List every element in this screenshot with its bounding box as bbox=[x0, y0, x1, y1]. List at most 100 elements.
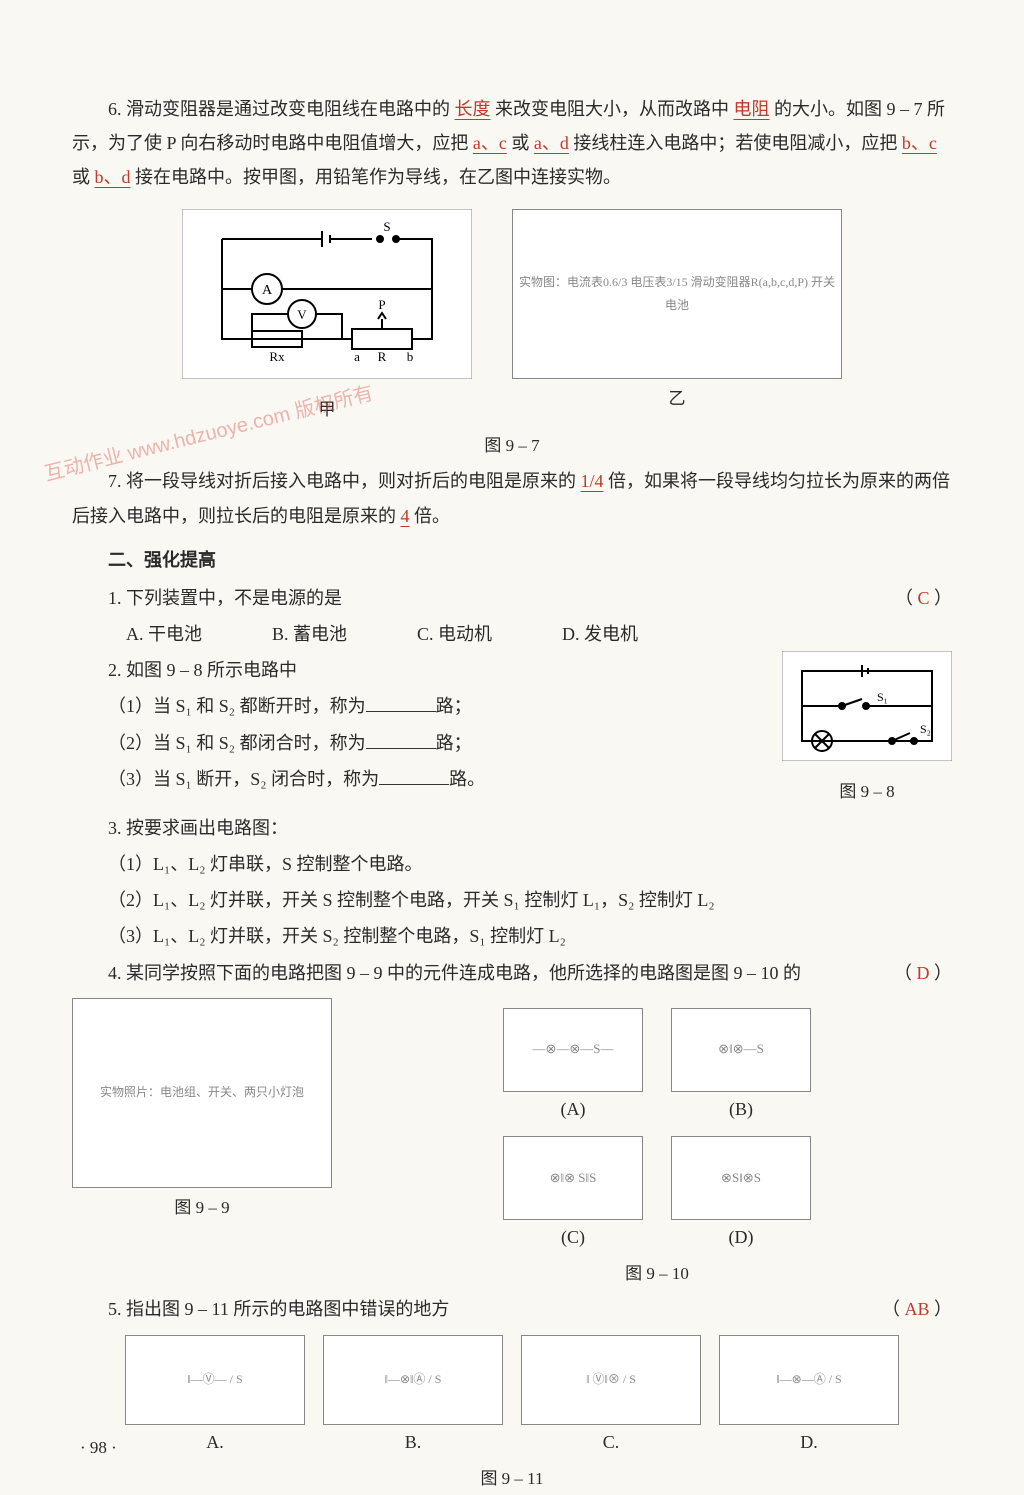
en-q5-answer: AB bbox=[904, 1299, 929, 1319]
svg-text:Rx: Rx bbox=[269, 349, 285, 364]
q6-fig-left: A V Rx a R b P S bbox=[182, 209, 472, 379]
svg-text:S₁: S₁ bbox=[877, 690, 888, 704]
en-q5-b-box: ‖—⊗‖Ⓐ / S bbox=[323, 1335, 503, 1425]
q6-fig-left-caption: 甲 bbox=[182, 394, 472, 426]
en-q3-stem: 3. 按要求画出电路图： bbox=[72, 811, 952, 845]
q6-mid4: 接在电路中。按甲图，用铅笔作为导线，在乙图中连接实物。 bbox=[135, 167, 621, 187]
en-q5-a-label: A. bbox=[125, 1425, 305, 1459]
en-q2-fig: S₁ S₂ bbox=[782, 651, 952, 761]
en-q4-opt-d-box: ⊗S‖⊗S bbox=[671, 1136, 811, 1220]
en-q5-c-box: ‖ Ⓥ‖⊗ / S bbox=[521, 1335, 701, 1425]
en-q5-c-label: C. bbox=[521, 1425, 701, 1459]
q6-ans5: b、c bbox=[902, 133, 937, 153]
q6-or2: 或 bbox=[72, 167, 90, 187]
en-q1-answer: C bbox=[917, 588, 929, 608]
page-number: · 98 · bbox=[80, 1432, 117, 1464]
en-q3-l3: （3）L₁、L₂ 灯并联，开关 S₂ 控制整个电路，S₁ 控制灯 L₂ bbox=[72, 919, 952, 953]
en-q2-l2: （2）当 S₁ 和 S₂ 都闭合时，称为 路； bbox=[72, 726, 758, 760]
en-q2-l1: （1）当 S₁ 和 S₂ 都断开时，称为 路； bbox=[72, 689, 758, 723]
en-q2-l1b: 路； bbox=[436, 696, 472, 716]
svg-text:S: S bbox=[383, 219, 390, 234]
en-q5-a-box: ‖—Ⓥ— / S bbox=[125, 1335, 305, 1425]
q6-ans1: 长度 bbox=[455, 99, 491, 119]
en-q1-stem: 1. 下列装置中，不是电源的是 bbox=[108, 588, 342, 608]
q6-fig-right-desc: 实物图：电流表0.6/3 电压表3/15 滑动变阻器R(a,b,c,d,P) 开… bbox=[519, 271, 835, 317]
en-q4-opt-a-box: —⊗—⊗—S— bbox=[503, 1008, 643, 1092]
q6-fig-right-caption: 乙 bbox=[512, 383, 842, 415]
q6-paragraph: 6. 滑动变阻器是通过改变电阻线在电路中的 长度 来改变电阻大小，从而改路中 电… bbox=[72, 92, 952, 195]
en-q5-c-wrap: ‖ Ⓥ‖⊗ / S C. bbox=[521, 1335, 701, 1459]
q6-fig-right: 实物图：电流表0.6/3 电压表3/15 滑动变阻器R(a,b,c,d,P) 开… bbox=[512, 209, 842, 379]
en-q2-l1a: （1）当 S₁ 和 S₂ 都断开时，称为 bbox=[108, 696, 366, 716]
en-q1-opt-b: B. 蓄电池 bbox=[272, 617, 347, 651]
en-q5-caption: 图 9 – 11 bbox=[72, 1463, 952, 1495]
svg-text:P: P bbox=[378, 297, 385, 312]
svg-text:V: V bbox=[297, 307, 307, 322]
q6-lead: 6. 滑动变阻器是通过改变电阻线在电路中的 bbox=[108, 99, 450, 119]
q6-figure-row: A V Rx a R b P S 甲 实物图：电流表0.6/3 电压表3/15 … bbox=[72, 209, 952, 426]
en-q3-l2: （2）L₁、L₂ 灯并联，开关 S 控制整个电路，开关 S₁ 控制灯 L₁，S₂… bbox=[72, 883, 952, 917]
q7-ans1: 1/4 bbox=[581, 471, 604, 491]
section2-head: 二、强化提高 bbox=[108, 543, 952, 577]
en-q2-l3a: （3）当 S₁ 断开，S₂ 闭合时，称为 bbox=[108, 769, 379, 789]
en-q4-opt-c-label: (C) bbox=[503, 1220, 643, 1254]
en-q1-stem-line: 1. 下列装置中，不是电源的是 （ C ） bbox=[72, 581, 952, 615]
en-q4-photo-wrap: 实物照片：电池组、开关、两只小灯泡 图 9 – 9 bbox=[72, 998, 332, 1224]
en-q2-l2a: （2）当 S₁ 和 S₂ 都闭合时，称为 bbox=[108, 733, 366, 753]
en-q1-opt-d: D. 发电机 bbox=[562, 617, 638, 651]
q6-ans2: 电阻 bbox=[734, 99, 770, 119]
en-q4-stem: 4. 某同学按照下面的电路把图 9 – 9 中的元件连成电路，他所选择的电路图是… bbox=[108, 963, 801, 983]
en-q1-options: A. 干电池 B. 蓄电池 C. 电动机 D. 发电机 bbox=[126, 617, 952, 651]
en-q5-d-wrap: ‖—⊗—Ⓐ / S D. bbox=[719, 1335, 899, 1459]
en-q5-d-label: D. bbox=[719, 1425, 899, 1459]
q6-mid1: 来改变电阻大小，从而改路中 bbox=[495, 99, 729, 119]
en-q4-opt-c-box: ⊗‖⊗ S‖S bbox=[503, 1136, 643, 1220]
q6-fig-right-wrap: 实物图：电流表0.6/3 电压表3/15 滑动变阻器R(a,b,c,d,P) 开… bbox=[512, 209, 842, 426]
q6-fig-left-wrap: A V Rx a R b P S 甲 bbox=[182, 209, 472, 426]
q6-mid3: 接线柱连入电路中；若使电阻减小，应把 bbox=[573, 133, 897, 153]
en-q4-answer: D bbox=[917, 963, 930, 983]
en-q4-opt-b-label: (B) bbox=[671, 1092, 811, 1126]
en-q2-wrap: 2. 如图 9 – 8 所示电路中 （1）当 S₁ 和 S₂ 都断开时，称为路；… bbox=[72, 651, 952, 808]
q6-or1: 或 bbox=[511, 133, 529, 153]
en-q5-figs: ‖—Ⓥ— / S A. ‖—⊗‖Ⓐ / S B. ‖ Ⓥ‖⊗ / S C. ‖—… bbox=[72, 1335, 952, 1459]
q6-ans4: a、d bbox=[534, 133, 569, 153]
en-q4-options-wrap: —⊗—⊗—S— (A) ⊗‖⊗—S (B) ⊗‖⊗ S‖S (C) ⊗S‖⊗S … bbox=[362, 998, 952, 1291]
en-q2-l2b: 路； bbox=[436, 733, 472, 753]
svg-text:b: b bbox=[407, 349, 414, 364]
en-q5-b-wrap: ‖—⊗‖Ⓐ / S B. bbox=[323, 1335, 503, 1459]
en-q4-stem-line: 4. 某同学按照下面的电路把图 9 – 9 中的元件连成电路，他所选择的电路图是… bbox=[72, 956, 952, 990]
en-q4-fig10-caption: 图 9 – 10 bbox=[362, 1258, 952, 1290]
q6-fig-label: 图 9 – 7 bbox=[72, 430, 952, 462]
en-q3-l1: （1）L₁、L₂ 灯串联，S 控制整个电路。 bbox=[72, 847, 952, 881]
en-q2-text: 2. 如图 9 – 8 所示电路中 （1）当 S₁ 和 S₂ 都断开时，称为路；… bbox=[72, 651, 758, 798]
en-q5-stem-line: 5. 指出图 9 – 11 所示的电路图中错误的地方 （ AB ） bbox=[72, 1292, 952, 1326]
en-q4-opt-a-wrap: —⊗—⊗—S— (A) bbox=[503, 1008, 643, 1126]
en-q2-blank2 bbox=[366, 727, 436, 749]
en-q4-figs: 实物照片：电池组、开关、两只小灯泡 图 9 – 9 —⊗—⊗—S— (A) ⊗‖… bbox=[72, 998, 952, 1291]
svg-text:S₂: S₂ bbox=[920, 722, 931, 736]
en-q5-d-box: ‖—⊗—Ⓐ / S bbox=[719, 1335, 899, 1425]
svg-text:R: R bbox=[378, 349, 387, 364]
q7-ans2: 4 bbox=[401, 506, 410, 526]
en-q2-l3: （3）当 S₁ 断开，S₂ 闭合时，称为路。 bbox=[72, 762, 758, 796]
en-q4-row2: ⊗‖⊗ S‖S (C) ⊗S‖⊗S (D) bbox=[362, 1136, 952, 1254]
q7-tail: 倍。 bbox=[414, 506, 450, 526]
svg-text:a: a bbox=[354, 349, 360, 364]
en-q2-blank1 bbox=[366, 691, 436, 713]
en-q4-photo-desc: 实物照片：电池组、开关、两只小灯泡 bbox=[100, 1081, 304, 1104]
en-q1-opt-a: A. 干电池 bbox=[126, 617, 202, 651]
en-q4-opt-d-label: (D) bbox=[671, 1220, 811, 1254]
en-q1-opt-c: C. 电动机 bbox=[417, 617, 492, 651]
en-q4-photo: 实物照片：电池组、开关、两只小灯泡 bbox=[72, 998, 332, 1188]
en-q2-fig-caption: 图 9 – 8 bbox=[782, 776, 952, 808]
en-q4-opt-d-wrap: ⊗S‖⊗S (D) bbox=[671, 1136, 811, 1254]
en-q2-fig-wrap: S₁ S₂ 图 9 – 8 bbox=[782, 651, 952, 808]
en-q4-opt-a-label: (A) bbox=[503, 1092, 643, 1126]
svg-text:A: A bbox=[262, 283, 273, 298]
en-q2-stem: 2. 如图 9 – 8 所示电路中 bbox=[72, 653, 758, 687]
en-q2-blank3 bbox=[379, 763, 449, 785]
en-q5-paren: （ AB ） bbox=[846, 1292, 952, 1326]
en-q5-stem: 5. 指出图 9 – 11 所示的电路图中错误的地方 bbox=[108, 1299, 449, 1319]
en-q1-paren: （ C ） bbox=[859, 581, 952, 615]
